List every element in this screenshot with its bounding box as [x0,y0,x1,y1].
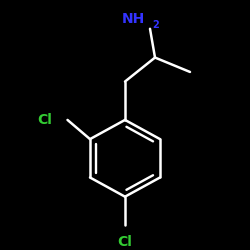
Text: 2: 2 [152,20,159,30]
Text: Cl: Cl [38,113,52,127]
Text: Cl: Cl [118,235,132,249]
Text: NH: NH [122,12,145,26]
